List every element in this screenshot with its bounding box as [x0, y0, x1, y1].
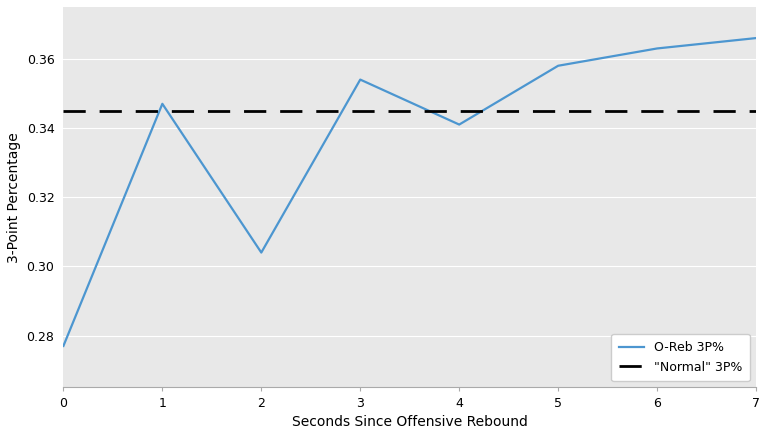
Line: O-Reb 3P%: O-Reb 3P%	[64, 38, 756, 346]
O-Reb 3P%	[455, 122, 464, 127]
Legend: O-Reb 3P%, "Normal" 3P%: O-Reb 3P%, "Normal" 3P%	[611, 334, 750, 381]
O-Reb 3P%	[257, 250, 266, 255]
"Normal" 3P%	[158, 108, 167, 113]
O-Reb 3P%	[653, 46, 662, 51]
X-axis label: Seconds Since Offensive Rebound: Seconds Since Offensive Rebound	[291, 415, 528, 429]
O-Reb 3P%	[752, 35, 761, 41]
O-Reb 3P%	[158, 101, 167, 106]
Y-axis label: 3-Point Percentage: 3-Point Percentage	[7, 132, 21, 262]
O-Reb 3P%	[554, 63, 563, 68]
"Normal" 3P%	[59, 108, 68, 113]
O-Reb 3P%	[59, 343, 68, 348]
O-Reb 3P%	[356, 77, 365, 82]
